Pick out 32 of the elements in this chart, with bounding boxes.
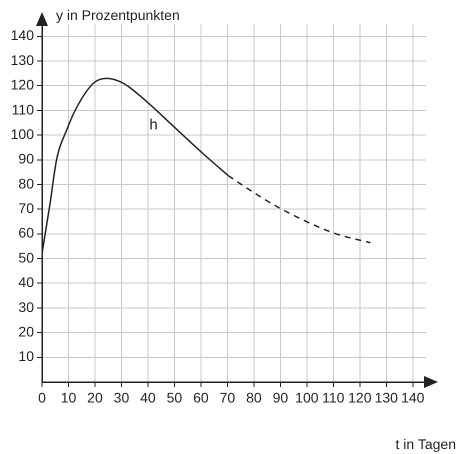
x-axis-title: t in Tagen <box>396 436 456 452</box>
y-axis-title: y in Prozentpunkten <box>56 6 180 23</box>
y-tick-label: 60 <box>18 224 34 241</box>
x-tick-label: 110 <box>322 389 345 406</box>
y-tick-label: 110 <box>12 101 34 118</box>
y-tick-label: 70 <box>18 200 34 216</box>
series-label: h <box>149 116 158 134</box>
x-tick-label: 70 <box>220 389 236 406</box>
x-tick-label: 90 <box>272 389 288 406</box>
x-tick-label: 130 <box>374 389 398 406</box>
y-tick-label: 80 <box>18 175 34 192</box>
x-tick-label: 80 <box>246 389 262 406</box>
x-tick-label: 100 <box>295 389 319 406</box>
x-tick-label: 10 <box>60 389 76 406</box>
x-tick-label: 140 <box>401 389 425 406</box>
y-tick-label: 40 <box>18 274 34 290</box>
y-tick-label: 90 <box>18 150 34 167</box>
x-tick-label: 20 <box>87 389 103 406</box>
x-tick-label: 60 <box>193 389 209 406</box>
y-tick-label: 50 <box>18 249 34 266</box>
x-tick-label: 40 <box>140 389 156 406</box>
x-tick-label: 50 <box>166 389 182 406</box>
y-tick-label: 130 <box>10 52 34 68</box>
y-tick-label: 10 <box>18 348 34 364</box>
y-tick-label: 120 <box>10 76 34 93</box>
x-tick-label: 120 <box>348 389 372 406</box>
y-tick-label: 140 <box>10 27 34 44</box>
x-tick-label: 30 <box>114 389 130 406</box>
y-tick-label: 30 <box>18 298 34 315</box>
y-tick-label: 20 <box>18 323 34 340</box>
y-tick-label: 100 <box>10 126 34 142</box>
x-tick-label: 0 <box>38 389 46 406</box>
